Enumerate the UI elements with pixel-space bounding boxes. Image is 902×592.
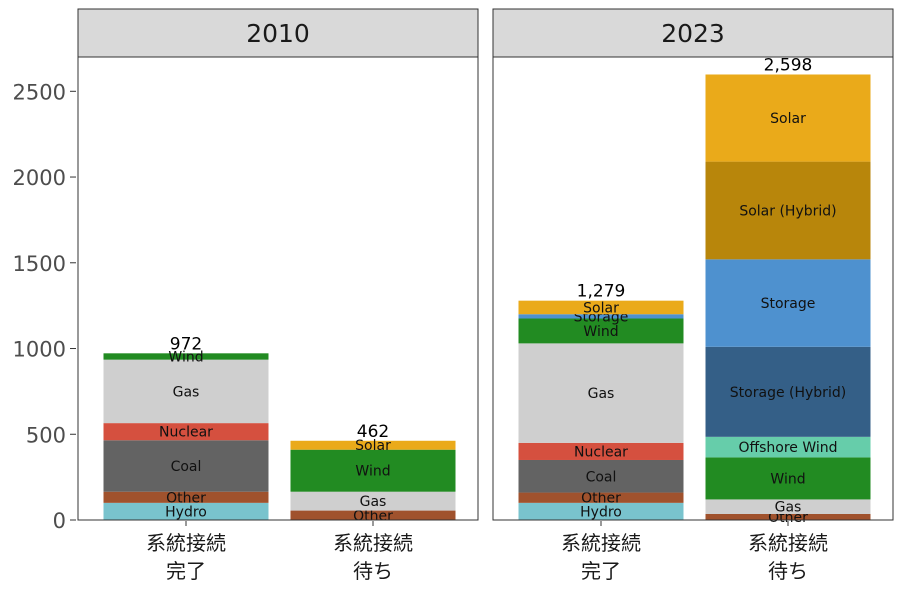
x-tick-label: 待ち: [768, 559, 808, 583]
panel-border: [492, 56, 894, 521]
segment-label: Storage (Hybrid): [730, 385, 846, 401]
segment-label: Wind: [583, 324, 618, 340]
segment-label: Solar: [770, 111, 806, 127]
bar-segment-hydro: [103, 502, 269, 520]
bar-segment-solar: [705, 74, 871, 162]
segment-label: Gas: [173, 384, 200, 400]
y-tick-label: 0: [53, 509, 66, 533]
facet-title: 2010: [246, 19, 310, 48]
segment-label: Wind: [770, 471, 805, 487]
bar-segment-storage: [705, 259, 871, 347]
bar-segment-solar-hybrid-: [705, 161, 871, 260]
segment-label: Gas: [775, 500, 802, 516]
bar-segment-other: [518, 492, 684, 503]
x-tick-label: 系統接続: [146, 531, 226, 555]
bar-segment-gas: [518, 343, 684, 443]
bar-segment-gas: [290, 491, 456, 511]
segment-label: Other: [581, 491, 621, 507]
total-label: 1,279: [577, 282, 626, 302]
segment-label: Coal: [171, 459, 202, 475]
facet-strip: [492, 8, 894, 58]
bar-segment-nuclear: [518, 442, 684, 460]
x-tick-label: 系統接続: [333, 531, 413, 555]
segment-label: Solar: [355, 438, 391, 454]
total-label: 462: [357, 422, 389, 442]
segment-label: Nuclear: [159, 425, 213, 441]
x-tick-label: 系統接続: [561, 531, 641, 555]
bar-segment-wind: [518, 318, 684, 344]
bar-segment-storage-hybrid-: [705, 346, 871, 437]
y-tick-label: 500: [26, 423, 66, 447]
bar-segment-wind: [290, 449, 456, 492]
bar-segment-solar: [290, 440, 456, 450]
y-tick-label: 2000: [13, 166, 66, 190]
bar-segment-other: [705, 513, 871, 520]
total-label: 972: [170, 334, 202, 354]
bar-segment-gas: [103, 359, 269, 424]
bar-segment-nuclear: [103, 423, 269, 441]
x-tick-label: 完了: [581, 559, 621, 583]
segment-label: Gas: [588, 386, 615, 402]
segment-label: Other: [768, 510, 808, 526]
segment-label: Nuclear: [574, 444, 628, 460]
segment-label: Coal: [586, 469, 617, 485]
x-tick-label: 系統接続: [748, 531, 828, 555]
x-tick-label: 完了: [166, 559, 206, 583]
bar-segment-offshore-wind: [705, 436, 871, 458]
segment-label: Hydro: [580, 504, 622, 520]
segment-label: Hydro: [165, 504, 207, 520]
segment-label: Solar: [583, 300, 619, 316]
bar-segment-solar: [518, 300, 684, 315]
bar-segment-wind: [705, 457, 871, 500]
segment-label: Storage: [761, 296, 816, 312]
segment-label: Gas: [360, 494, 387, 510]
total-label: 2,598: [764, 55, 813, 75]
segment-label: Wind: [355, 464, 390, 480]
bar-segment-coal: [518, 459, 684, 493]
bar-segment-other: [103, 491, 269, 503]
bar-segment-coal: [103, 440, 269, 492]
segment-label: Other: [166, 490, 206, 506]
bar-segment-wind: [103, 353, 269, 360]
segment-label: Offshore Wind: [738, 440, 837, 456]
facet-title: 2023: [661, 19, 725, 48]
y-tick-label: 2500: [13, 80, 66, 104]
y-tick-label: 1500: [13, 252, 66, 276]
segment-label: Wind: [168, 349, 203, 365]
x-tick-label: 待ち: [353, 559, 393, 583]
segment-label: Solar (Hybrid): [739, 203, 836, 219]
bar-segment-gas: [705, 499, 871, 514]
bar-segment-other: [290, 510, 456, 520]
bar-segment-hydro: [518, 502, 684, 520]
bar-segment-storage: [518, 314, 684, 319]
y-tick-label: 1000: [13, 338, 66, 362]
panel-border: [77, 56, 479, 521]
